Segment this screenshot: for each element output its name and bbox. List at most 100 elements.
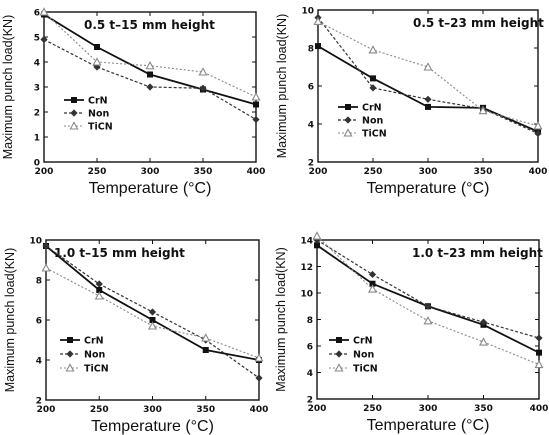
x-tick-label: 250 <box>363 404 382 414</box>
y-tick-label: 6 <box>36 317 42 327</box>
data-point-ticn <box>423 316 433 325</box>
data-point-ticn <box>254 353 264 362</box>
data-point-crn <box>94 44 100 50</box>
series-line-crn <box>316 244 540 354</box>
x-tick-label: 400 <box>247 167 266 177</box>
series-non <box>314 14 542 138</box>
y-tick-label: 14 <box>300 237 313 247</box>
legend-label-ticn: TiCN <box>84 364 109 375</box>
legend-marker-non <box>344 116 352 124</box>
y-tick-label: 5 <box>34 34 40 44</box>
data-point-ticn <box>534 359 544 369</box>
legend-label-ticn: TiCN <box>362 129 387 140</box>
data-point-non <box>146 83 154 91</box>
series-ticn <box>313 16 543 130</box>
data-point-ticn <box>145 61 155 70</box>
data-point-crn <box>536 349 542 356</box>
x-tick-label: 350 <box>474 167 493 177</box>
series-non <box>40 35 260 124</box>
data-point-crn <box>369 280 376 287</box>
data-point-ticn <box>478 105 488 115</box>
data-point-non <box>369 84 377 92</box>
x-tick-label: 200 <box>37 405 56 415</box>
data-point-ticn <box>368 45 378 54</box>
data-point-crn <box>370 75 376 82</box>
y-tick-label: 2 <box>36 397 42 407</box>
legend-marker-crn <box>71 97 77 103</box>
legend-label-non: Non <box>84 350 105 361</box>
data-point-ticn <box>423 62 433 71</box>
legend-label-ticn: TiCN <box>353 364 378 375</box>
data-point-non <box>42 242 50 250</box>
y-axis-title: Maximum punch load(KN) <box>275 14 289 159</box>
y-tick-label: 4 <box>36 357 42 367</box>
legend: CrN Non TiCN <box>60 336 109 375</box>
data-point-ticn <box>533 121 543 130</box>
series-ticn <box>312 231 544 369</box>
x-tick-label: 350 <box>194 167 213 177</box>
x-tick-label: 200 <box>308 404 327 414</box>
y-tick-label: 4 <box>34 59 40 69</box>
x-tick-label: 250 <box>88 167 107 177</box>
chart-title: 0.5 t–23 mm height <box>413 16 544 30</box>
x-axis-title: Temperature (°C) <box>367 417 490 434</box>
y-axis-title: Maximum punch load(KN) <box>1 15 15 160</box>
x-tick-label: 250 <box>364 167 383 177</box>
data-point-crn <box>96 287 103 293</box>
data-point-ticn <box>201 333 211 342</box>
data-point-non <box>93 63 101 71</box>
x-tick-label: 250 <box>90 405 109 415</box>
chart-panel-3: 200 250 300 350 400 2 4 6 8 10 Temperature (°C) Max… <box>3 237 268 435</box>
data-point-non <box>148 308 157 316</box>
series-line-non <box>317 17 539 135</box>
legend-label-crn: CrN <box>353 336 373 347</box>
plot-frame <box>317 9 539 163</box>
chart-title: 1.0 t–15 mm height <box>54 246 185 260</box>
chart-panel-4: 200 250 300 350 400 2 4 6 8 10 12 14 Temperature (°C… <box>274 231 548 434</box>
legend-label-non: Non <box>353 350 374 361</box>
data-point-crn <box>425 103 431 110</box>
series-line-non <box>316 239 540 339</box>
legend-marker-crn <box>67 337 73 343</box>
data-point-non <box>95 280 103 288</box>
chart-panel-1: 200 250 300 350 400 0 1 2 3 4 5 6 Temperature (°C) Ma… <box>1 7 266 197</box>
data-point-ticn <box>198 67 208 76</box>
series-ticn <box>41 263 264 362</box>
data-point-crn <box>314 242 320 249</box>
x-axis-title: Temperature (°C) <box>91 418 214 435</box>
legend-label-non: Non <box>362 116 383 127</box>
series-ticn <box>39 7 261 101</box>
data-point-non <box>534 129 542 138</box>
legend-marker-ticn <box>69 121 79 130</box>
data-point-non <box>40 35 48 44</box>
x-tick-label: 200 <box>309 167 328 177</box>
data-point-ticn <box>41 263 51 272</box>
y-tick-label: 10 <box>301 7 314 17</box>
data-point-ticn <box>39 7 49 16</box>
legend-label-ticn: TiCN <box>88 122 113 133</box>
data-point-non <box>368 270 377 279</box>
y-axis-title: Maximum punch load(KN) <box>274 247 288 392</box>
x-tick-label: 300 <box>419 167 438 177</box>
x-tick-label: 300 <box>143 405 162 415</box>
x-tick-label: 200 <box>35 167 54 177</box>
series-line-crn <box>45 245 260 361</box>
data-point-ticn <box>367 284 378 293</box>
data-point-non <box>255 374 263 382</box>
y-axis-title: Maximum punch load(KN) <box>3 248 17 393</box>
legend-marker-non <box>70 109 78 117</box>
legend-label-non: Non <box>88 109 109 120</box>
data-point-ticn <box>251 92 261 101</box>
legend: CrN Non TiCN <box>64 96 113 133</box>
series-crn <box>43 243 262 363</box>
y-tick-label: 8 <box>307 316 313 326</box>
data-point-ticn <box>312 231 322 240</box>
legend-marker-ticn <box>65 363 75 372</box>
legend-label-crn: CrN <box>84 336 104 347</box>
y-tick-label: 12 <box>300 263 313 273</box>
legend-marker-non <box>335 350 343 358</box>
data-point-ticn <box>478 337 489 346</box>
x-tick-label: 400 <box>250 405 269 415</box>
y-tick-label: 6 <box>307 343 313 353</box>
